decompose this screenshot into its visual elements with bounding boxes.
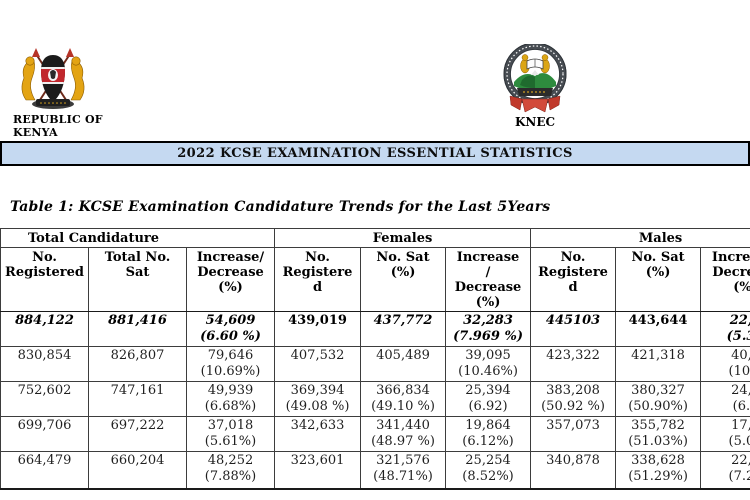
table-caption: Table 1: KCSE Examination Candidature Tr… bbox=[10, 199, 551, 215]
table-cell: 407,532 bbox=[274, 346, 362, 382]
table-cell: 380,327 (50.90%) bbox=[615, 381, 702, 417]
column-header-male-sat: No. Sat (%) bbox=[615, 247, 702, 312]
table-cell: 421,318 bbox=[615, 346, 702, 382]
table-cell: 321,576 (48.71%) bbox=[360, 451, 447, 489]
table-cell: 32,283 (7.969 %) bbox=[445, 311, 532, 347]
table-row: 699,706 697,222 37,018 (5.61%) 342,633 3… bbox=[0, 416, 750, 452]
table-cell: 830,854 bbox=[0, 346, 89, 382]
group-header-total-candidature: Total Candidature bbox=[0, 228, 276, 248]
knec-emblem-icon bbox=[502, 42, 568, 116]
table-cell: 357,073 bbox=[530, 416, 617, 452]
table-cell: 19,864 (6.12%) bbox=[445, 416, 532, 452]
table-cell: 443,644 bbox=[615, 311, 702, 347]
table-cell: 39,095 (10.46%) bbox=[445, 346, 532, 382]
table-cell: 24,5 (6.4 bbox=[700, 381, 750, 417]
table-cell: 342,633 bbox=[274, 416, 362, 452]
table-cell: 40,9 (10.7 bbox=[700, 346, 750, 382]
column-header-male-registered: No. Registere d bbox=[530, 247, 617, 312]
table-cell: 17,1 (5.01 bbox=[700, 416, 750, 452]
document-title: 2022 KCSE EXAMINATION ESSENTIAL STATISTI… bbox=[177, 146, 573, 161]
table-cell: 369,394 (49.08 %) bbox=[274, 381, 362, 417]
table-cell: 405,489 bbox=[360, 346, 447, 382]
column-header-row: No. Registered Total No. Sat Increase/ D… bbox=[0, 247, 750, 312]
table-cell: 826,807 bbox=[88, 346, 187, 382]
table-cell: 355,782 (51.03%) bbox=[615, 416, 702, 452]
table-cell: 25,254 (8.52%) bbox=[445, 451, 532, 489]
table-cell: 49,939 (6.68%) bbox=[185, 381, 276, 417]
table-cell: 660,204 bbox=[88, 451, 187, 489]
table-cell: 437,772 bbox=[360, 311, 447, 347]
column-header-total-registered: No. Registered bbox=[0, 247, 89, 312]
table-cell: 697,222 bbox=[88, 416, 187, 452]
document-title-banner: 2022 KCSE EXAMINATION ESSENTIAL STATISTI… bbox=[0, 141, 750, 166]
table-cell: 54,609 (6.60 %) bbox=[185, 311, 276, 347]
column-header-female-sat: No. Sat (%) bbox=[360, 247, 447, 312]
column-header-total-sat: Total No. Sat bbox=[88, 247, 187, 312]
republic-of-kenya-label: REPUBLIC OF KENYA bbox=[13, 113, 103, 139]
table-cell: 22,3 (5.30 bbox=[700, 311, 750, 347]
table-cell: 323,601 bbox=[274, 451, 362, 489]
table-cell: 439,019 bbox=[274, 311, 362, 347]
knec-label: KNEC bbox=[514, 115, 556, 129]
kenya-coat-of-arms-icon bbox=[14, 48, 92, 112]
candidature-trends-table: Total Candidature Females Males No. Regi… bbox=[0, 228, 750, 490]
table-row-2022: 884,122 881,416 54,609 (6.60 %) 439,019 … bbox=[0, 311, 750, 347]
table-cell: 881,416 bbox=[88, 311, 187, 347]
table-cell: 25,394 (6.92) bbox=[445, 381, 532, 417]
table-cell: 37,018 (5.61%) bbox=[185, 416, 276, 452]
column-header-total-change: Increase/ Decrease (%) bbox=[185, 247, 276, 312]
table-cell: 48,252 (7.88%) bbox=[185, 451, 276, 489]
table-row: 752,602 747,161 49,939 (6.68%) 369,394 (… bbox=[0, 381, 750, 417]
table-cell: 22,9 (7.29 bbox=[700, 451, 750, 489]
group-header-row: Total Candidature Females Males bbox=[0, 228, 750, 248]
column-header-female-registered: No. Registere d bbox=[274, 247, 362, 312]
table-cell: 383,208 (50.92 %) bbox=[530, 381, 617, 417]
table-cell: 341,440 (48.97 %) bbox=[360, 416, 447, 452]
table-cell: 423,322 bbox=[530, 346, 617, 382]
table-cell: 884,122 bbox=[0, 311, 89, 347]
table-cell: 79,646 (10.69%) bbox=[185, 346, 276, 382]
column-header-female-change: Increase / Decrease (%) bbox=[445, 247, 532, 312]
table-cell: 445103 bbox=[530, 311, 617, 347]
table-cell: 752,602 bbox=[0, 381, 89, 417]
table-cell: 664,479 bbox=[0, 451, 89, 489]
group-header-males: Males bbox=[530, 228, 750, 248]
table-cell: 699,706 bbox=[0, 416, 89, 452]
column-header-male-change: Increase/ Decrease (%) bbox=[700, 247, 750, 312]
table-row: 664,479 660,204 48,252 (7.88%) 323,601 3… bbox=[0, 451, 750, 489]
table-cell: 747,161 bbox=[88, 381, 187, 417]
group-header-females: Females bbox=[274, 228, 532, 248]
table-cell: 338,628 (51.29%) bbox=[615, 451, 702, 489]
table-cell: 366,834 (49.10 %) bbox=[360, 381, 447, 417]
table-row: 830,854 826,807 79,646 (10.69%) 407,532 … bbox=[0, 346, 750, 382]
table-cell: 340,878 bbox=[530, 451, 617, 489]
